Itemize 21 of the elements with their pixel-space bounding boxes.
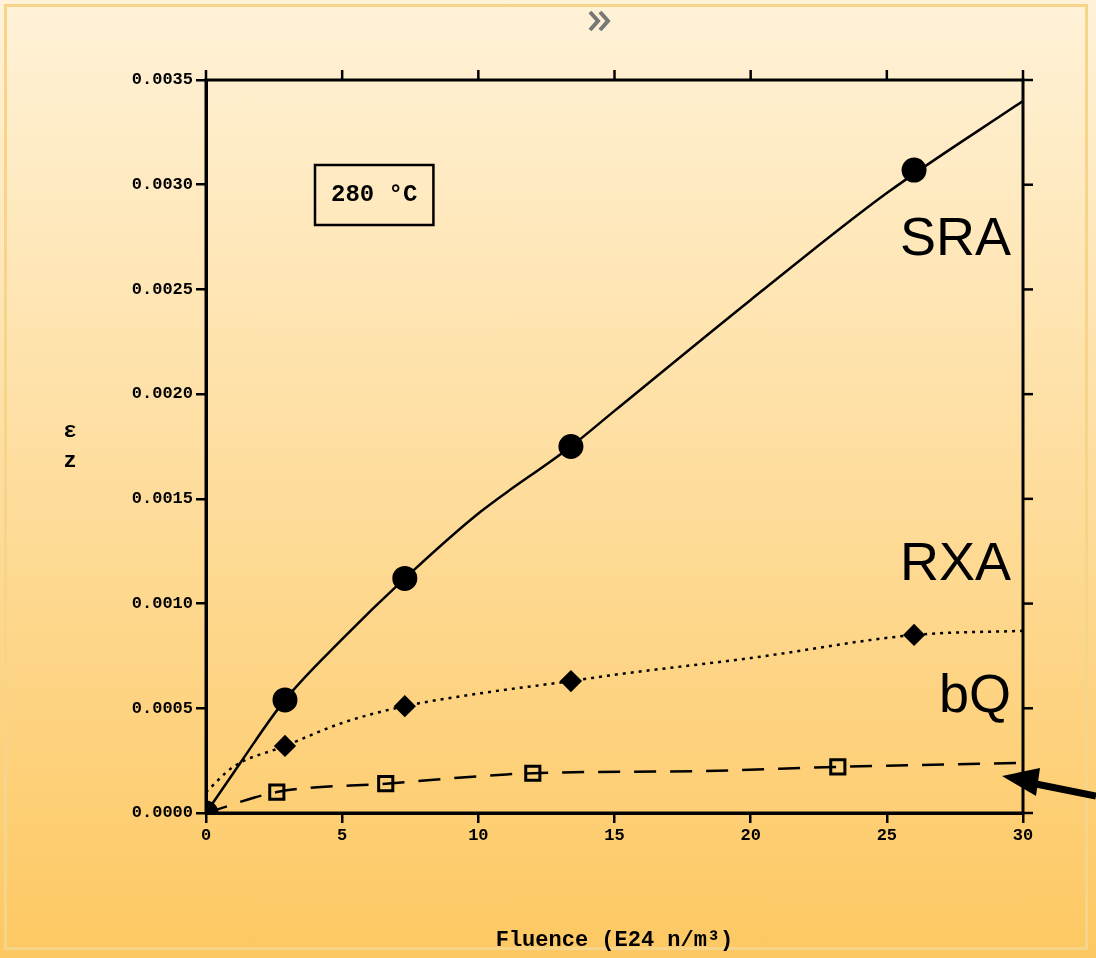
y-tick-label: 0.0035 [131, 70, 193, 90]
y-tick-label: 0.0030 [131, 175, 193, 194]
x-tick-label: 15 [604, 826, 625, 846]
legend-label: SRA [899, 205, 1011, 266]
y-tick-label: 0.0005 [131, 698, 193, 718]
legend-label: RXA [899, 530, 1011, 591]
annotation: 280 °C [331, 181, 418, 209]
x-tick-label: 5 [337, 826, 348, 846]
x-tick-label: 10 [468, 826, 489, 846]
x-tick-label: 0 [200, 826, 212, 846]
x-tick-label: 30 [1012, 826, 1034, 846]
x-tick-label: 25 [876, 826, 898, 846]
y-tick-label: 0.0025 [131, 279, 193, 299]
x-axis-title: Fluence (E24 n/m³) [495, 928, 734, 954]
y-axis-title: εz [63, 419, 77, 475]
y-tick-label: 0.0020 [131, 384, 193, 404]
y-tick-label: 0.0010 [131, 593, 193, 613]
x-tick-label: 20 [740, 826, 761, 846]
legend-label: bQ [938, 662, 1011, 723]
y-tick-label: 0.0015 [131, 489, 193, 509]
y-tick-label: 0.0000 [131, 803, 193, 823]
